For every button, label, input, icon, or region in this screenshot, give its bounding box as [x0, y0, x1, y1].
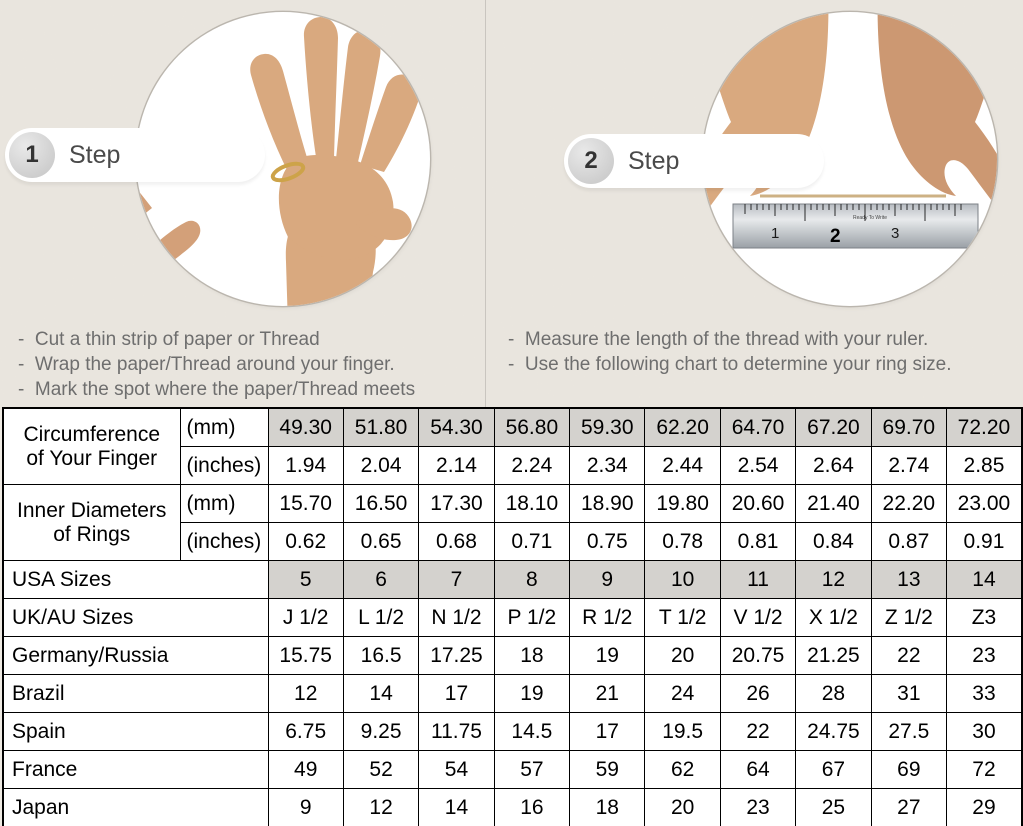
- svg-text:1: 1: [771, 225, 779, 242]
- svg-text:2: 2: [830, 226, 841, 247]
- svg-text:3: 3: [891, 225, 899, 242]
- svg-text:Ready To Write: Ready To Write: [853, 215, 887, 221]
